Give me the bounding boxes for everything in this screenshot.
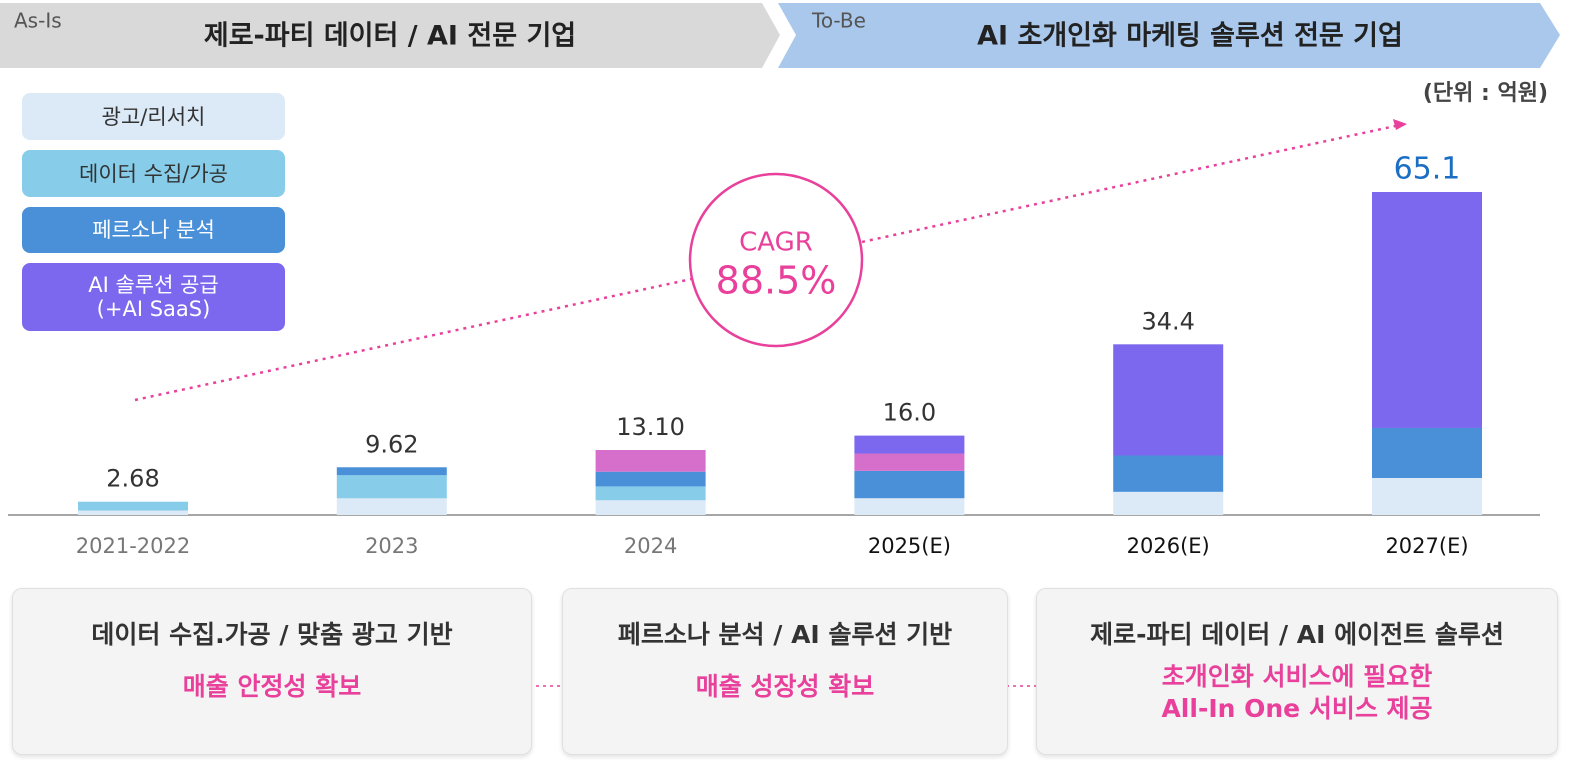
- bar-segment: [1372, 477, 1482, 515]
- bar-segment: [595, 486, 706, 501]
- bar-segment: [595, 471, 706, 487]
- box-title: 데이터 수집.가공 / 맞춤 광고 기반: [91, 620, 453, 649]
- total-label: 34.4: [1141, 307, 1194, 335]
- total-label: 2.68: [106, 465, 159, 493]
- x-tick-label: 2027(E): [1385, 534, 1468, 558]
- x-tick-label: 2024: [624, 534, 677, 558]
- bar-segment: [1372, 192, 1482, 428]
- bar-segment: [595, 450, 706, 472]
- cagr-value: 88.5%: [716, 259, 837, 303]
- bar-segment: [1372, 427, 1482, 478]
- x-tick-label: 2025(E): [868, 534, 951, 558]
- box-title: 페르소나 분석 / AI 솔루션 기반: [617, 620, 953, 649]
- box-title: 제로-파티 데이터 / AI 에이전트 솔루션: [1090, 620, 1504, 649]
- bar-segment: [854, 435, 965, 454]
- as-is-banner: [0, 3, 780, 68]
- bar-segment: [78, 510, 188, 515]
- bar-segment: [854, 498, 965, 515]
- cagr-circle: [688, 172, 864, 348]
- x-tick-label: 2021-2022: [76, 534, 190, 558]
- to-be-tag: To-Be: [811, 9, 866, 33]
- x-tick-label: 2026(E): [1127, 534, 1210, 558]
- legend-item: AI 솔루션 공급 (+AI SaaS): [22, 263, 285, 331]
- bar-segment: [854, 470, 965, 499]
- bar-segment: [336, 475, 447, 499]
- cagr-label: CAGR: [739, 228, 813, 258]
- to-be-banner: [778, 3, 1560, 68]
- bar-segment: [595, 500, 706, 515]
- total-label: 16.0: [883, 399, 936, 427]
- bar-segment: [1113, 491, 1224, 515]
- bar-segment: [78, 501, 188, 511]
- x-tick-label: 2023: [365, 534, 418, 558]
- bar-segment: [1113, 455, 1224, 492]
- bar-segment: [854, 453, 965, 471]
- legend-item: 페르소나 분석: [22, 207, 285, 253]
- bar-segment: [336, 498, 447, 515]
- legend-item: 데이터 수집/가공: [22, 150, 285, 197]
- total-label: 9.62: [365, 430, 418, 458]
- bar-segment: [336, 467, 447, 476]
- total-label: 13.10: [616, 413, 685, 441]
- bar-segment: [1113, 344, 1224, 456]
- to-be-title: AI 초개인화 마케팅 솔루션 전문 기업: [977, 21, 1403, 52]
- as-is-title: 제로-파티 데이터 / AI 전문 기업: [204, 21, 576, 52]
- box-subtitle: 매출 성장성 확보: [695, 672, 875, 701]
- legend-item: 광고/리서치: [22, 93, 285, 140]
- unit-label: (단위 : 억원): [1423, 81, 1548, 106]
- as-is-tag: As-Is: [14, 9, 62, 33]
- trend-arrow: [1393, 119, 1407, 130]
- box-subtitle: 매출 안정성 확보: [182, 672, 362, 701]
- box-subtitle: 초개인화 서비스에 필요한 All-In One 서비스 제공: [1161, 662, 1433, 723]
- total-label: 65.1: [1394, 152, 1461, 187]
